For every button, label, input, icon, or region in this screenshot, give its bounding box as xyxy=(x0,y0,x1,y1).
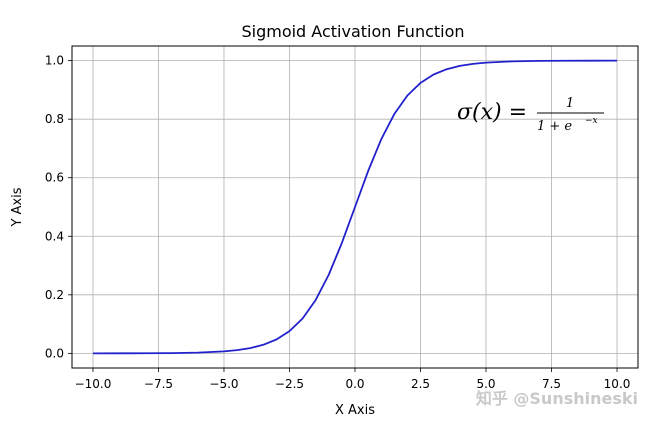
x-tick-label: −5.0 xyxy=(209,377,238,391)
formula-exponent: −x xyxy=(585,116,598,126)
x-tick-label: −7.5 xyxy=(144,377,173,391)
grid xyxy=(72,46,638,368)
formula-denominator: 1 + e xyxy=(537,119,572,134)
x-tick-label: −2.5 xyxy=(275,377,304,391)
x-tick-label: 5.0 xyxy=(476,377,495,391)
formula-annotation: σ(x) = 1 1 + e −x xyxy=(457,96,604,134)
formula-numerator: 1 xyxy=(566,96,574,111)
series-layer xyxy=(92,59,618,355)
y-tick-label: 0.4 xyxy=(45,229,64,243)
watermark-text: 知乎 @Sunshineski xyxy=(476,389,638,408)
y-tick-label: 0.0 xyxy=(45,346,64,360)
x-tick-label: 7.5 xyxy=(542,377,561,391)
axis-ticks: −10.0 −7.5 −5.0 −2.5 0.0 2.5 5.0 7.5 10.0 0.0 0.2 0… xyxy=(45,54,630,391)
sigmoid-series-line xyxy=(92,59,618,355)
y-tick-label: 0.2 xyxy=(45,288,64,302)
x-axis-label: X Axis xyxy=(335,403,375,418)
chart-title: Sigmoid Activation Function xyxy=(241,22,464,41)
y-tick-label: 0.6 xyxy=(45,171,64,185)
x-tick-label: 10.0 xyxy=(604,377,631,391)
plot-frame xyxy=(71,45,639,369)
x-tick-label: −10.0 xyxy=(75,377,112,391)
y-tick-label: 0.8 xyxy=(45,112,64,126)
formula-lhs: σ(x) = xyxy=(457,100,527,125)
x-tick-label: 0.0 xyxy=(345,377,364,391)
y-axis-label: Y Axis xyxy=(10,187,25,227)
y-tick-label: 1.0 xyxy=(45,54,64,68)
x-tick-label: 2.5 xyxy=(411,377,430,391)
